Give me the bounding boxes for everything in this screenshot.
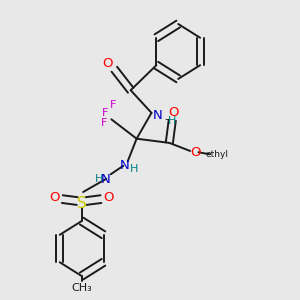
- Text: N: N: [101, 172, 111, 186]
- Text: H: H: [167, 116, 176, 126]
- Text: O: O: [103, 191, 114, 204]
- Text: O: O: [50, 191, 60, 204]
- Text: S: S: [77, 196, 86, 211]
- Text: O: O: [103, 57, 113, 70]
- Text: CH₃: CH₃: [71, 283, 92, 293]
- Text: O: O: [190, 146, 201, 159]
- Text: F: F: [110, 100, 116, 110]
- Text: N: N: [120, 159, 130, 172]
- Text: H: H: [95, 174, 104, 184]
- Text: H: H: [130, 164, 138, 174]
- Text: F: F: [102, 108, 109, 118]
- Text: F: F: [101, 118, 107, 128]
- Text: O: O: [169, 106, 179, 119]
- Text: N: N: [153, 109, 163, 122]
- Text: ethyl: ethyl: [206, 150, 228, 159]
- Text: -: -: [165, 114, 169, 124]
